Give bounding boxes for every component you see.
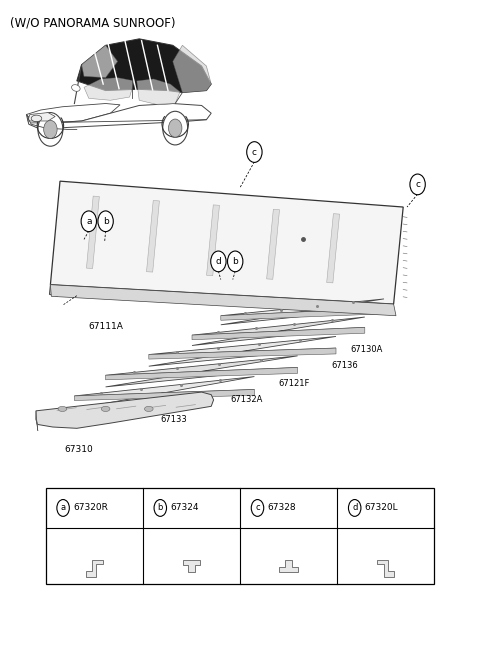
- Text: b: b: [232, 257, 238, 266]
- Polygon shape: [377, 560, 394, 576]
- Circle shape: [154, 499, 167, 516]
- Text: 67328: 67328: [267, 503, 296, 512]
- Text: 67324: 67324: [170, 503, 199, 512]
- Polygon shape: [84, 78, 134, 100]
- Text: 67130A: 67130A: [350, 345, 383, 354]
- Circle shape: [168, 119, 182, 137]
- Polygon shape: [36, 392, 214, 428]
- Text: 67132A: 67132A: [230, 395, 263, 404]
- Text: b: b: [157, 503, 163, 512]
- Ellipse shape: [144, 406, 153, 411]
- Ellipse shape: [58, 406, 67, 411]
- Polygon shape: [146, 201, 159, 272]
- Ellipse shape: [72, 85, 80, 91]
- Text: c: c: [252, 148, 257, 157]
- Polygon shape: [106, 356, 298, 387]
- Polygon shape: [86, 196, 99, 269]
- Polygon shape: [221, 308, 384, 320]
- Text: 67136: 67136: [331, 361, 358, 370]
- Polygon shape: [206, 205, 219, 276]
- Text: c: c: [255, 503, 260, 512]
- Polygon shape: [50, 181, 403, 304]
- Polygon shape: [77, 39, 211, 93]
- Polygon shape: [74, 377, 254, 409]
- Text: (W/O PANORAMA SUNROOF): (W/O PANORAMA SUNROOF): [10, 16, 175, 29]
- Polygon shape: [149, 336, 336, 366]
- Circle shape: [81, 211, 96, 232]
- Polygon shape: [327, 214, 339, 283]
- Circle shape: [98, 211, 113, 232]
- Text: 67111A: 67111A: [89, 322, 124, 331]
- Text: b: b: [103, 217, 108, 226]
- Circle shape: [251, 499, 264, 516]
- Polygon shape: [106, 367, 298, 380]
- Ellipse shape: [101, 406, 110, 411]
- Polygon shape: [192, 317, 365, 345]
- Polygon shape: [50, 285, 396, 316]
- Polygon shape: [279, 560, 298, 573]
- Text: d: d: [352, 503, 358, 512]
- Polygon shape: [49, 285, 58, 296]
- Ellipse shape: [31, 115, 42, 122]
- Text: 67133: 67133: [161, 415, 188, 424]
- Polygon shape: [221, 299, 384, 325]
- Text: 67310: 67310: [65, 445, 94, 454]
- Circle shape: [44, 120, 57, 138]
- Polygon shape: [137, 79, 180, 105]
- Polygon shape: [149, 348, 336, 359]
- Polygon shape: [26, 104, 211, 129]
- Polygon shape: [36, 411, 38, 431]
- Circle shape: [247, 142, 262, 162]
- Polygon shape: [183, 560, 200, 573]
- Polygon shape: [86, 560, 103, 576]
- Polygon shape: [26, 104, 120, 123]
- Text: 67320R: 67320R: [73, 503, 108, 512]
- Polygon shape: [74, 389, 254, 400]
- Circle shape: [38, 113, 63, 146]
- Polygon shape: [192, 327, 365, 340]
- Polygon shape: [82, 45, 118, 78]
- Circle shape: [410, 174, 425, 195]
- Circle shape: [163, 111, 188, 145]
- Text: 67320L: 67320L: [365, 503, 398, 512]
- Polygon shape: [173, 45, 211, 93]
- Circle shape: [348, 499, 361, 516]
- Text: c: c: [415, 180, 420, 189]
- Text: a: a: [60, 503, 66, 512]
- Polygon shape: [28, 113, 55, 121]
- Text: 67121F: 67121F: [278, 378, 310, 388]
- Text: d: d: [216, 257, 221, 266]
- Circle shape: [211, 251, 226, 272]
- Polygon shape: [266, 209, 279, 280]
- Bar: [46, 488, 434, 584]
- Circle shape: [57, 499, 69, 516]
- Circle shape: [228, 251, 243, 272]
- Text: a: a: [86, 217, 92, 226]
